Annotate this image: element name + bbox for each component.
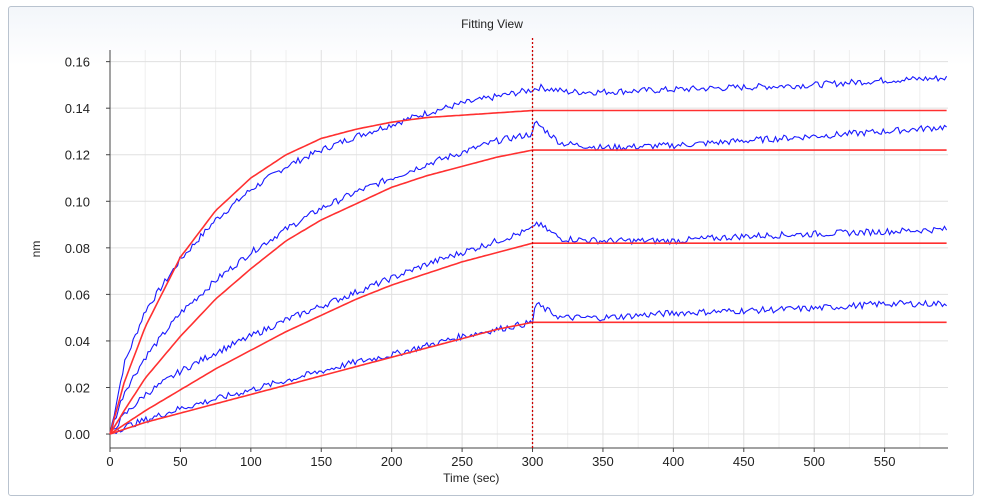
measured-series-line <box>109 221 948 432</box>
series-layer <box>109 38 948 448</box>
axes <box>106 50 948 452</box>
y-tick-label: 0.04 <box>65 334 90 349</box>
measured-series-line <box>109 120 947 434</box>
ticks: 0 50 100 150 200 250 300 350 400 450 500 550 0.00 0.0… <box>65 55 896 469</box>
measured-series-line <box>109 74 948 435</box>
grid <box>109 50 948 448</box>
x-tick-label: 300 <box>522 454 544 469</box>
x-tick-label: 0 <box>106 454 113 469</box>
x-tick-label: 400 <box>663 454 685 469</box>
y-tick-label: 0.14 <box>65 101 90 116</box>
x-axis-label: Time (sec) <box>443 471 499 485</box>
x-tick-label: 550 <box>874 454 896 469</box>
measured-series-line <box>109 299 947 435</box>
y-tick-label: 0.00 <box>65 427 90 442</box>
y-tick-label: 0.08 <box>65 241 90 256</box>
fit-series-line <box>109 149 947 435</box>
fit-series-line <box>109 321 947 435</box>
x-tick-label: 50 <box>173 454 187 469</box>
x-tick-label: 500 <box>803 454 825 469</box>
x-tick-label: 100 <box>240 454 262 469</box>
y-tick-label: 0.06 <box>65 287 90 302</box>
y-tick-label: 0.02 <box>65 380 90 395</box>
y-axis-label: nm <box>29 241 43 258</box>
x-tick-label: 150 <box>310 454 332 469</box>
x-tick-label: 250 <box>451 454 473 469</box>
y-tick-label: 0.10 <box>65 194 90 209</box>
fit-series-line <box>109 242 947 435</box>
y-tick-label: 0.12 <box>65 148 90 163</box>
fitting-view-panel: Fitting View <box>8 6 974 496</box>
x-tick-label: 200 <box>381 454 403 469</box>
fit-series-line <box>109 109 947 435</box>
x-tick-label: 350 <box>592 454 614 469</box>
y-tick-label: 0.16 <box>65 55 90 70</box>
x-tick-label: 450 <box>733 454 755 469</box>
chart-title: Fitting View <box>461 17 523 31</box>
